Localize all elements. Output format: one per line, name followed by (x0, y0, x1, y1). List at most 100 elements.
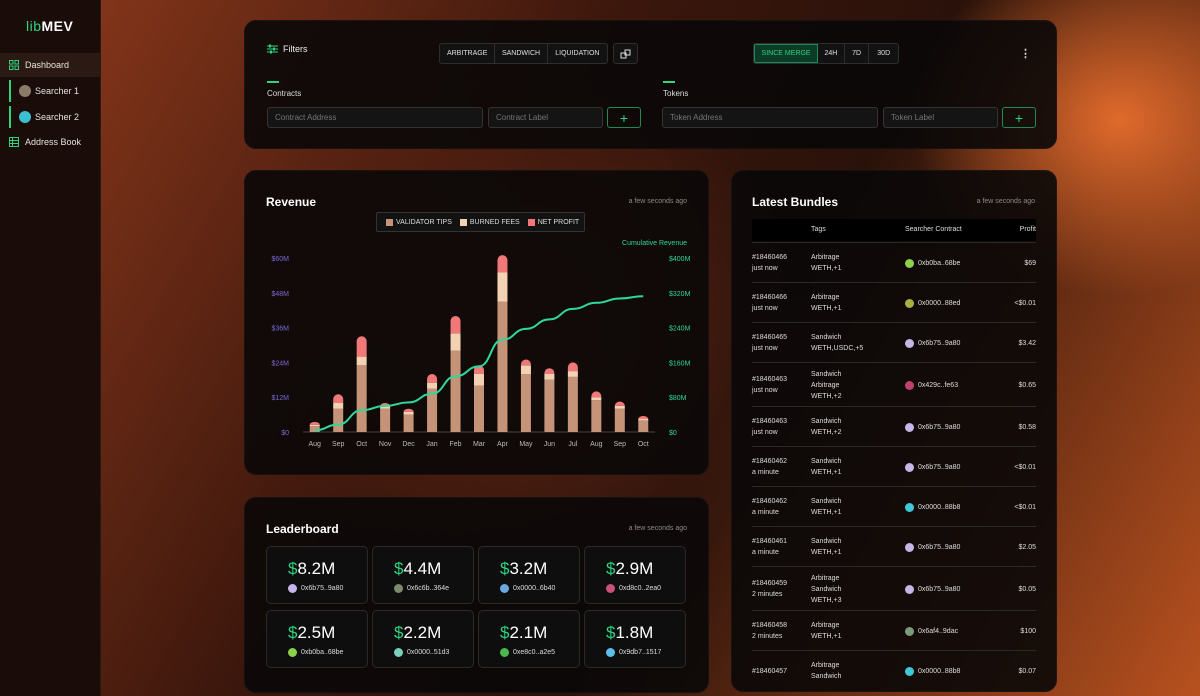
contract-label-input[interactable] (488, 107, 603, 128)
address-text: 0x0000..51d3 (407, 649, 450, 656)
leaderboard-card[interactable]: $2.5M 0xb0ba..68be (266, 610, 368, 668)
table-row[interactable]: #18460463 just now Sandwich Arbitrage WETH,+… (752, 362, 1036, 406)
leaderboard-card[interactable]: $2.1M 0xe8c0..a2e5 (478, 610, 580, 668)
leaderboard-card[interactable]: $4.4M 0x6c6b..364e (372, 546, 474, 604)
table-row[interactable]: #18460465 just now Sandwich WETH,USDC,+5 0x6… (752, 322, 1036, 362)
legend-burned-fees[interactable]: BURNED FEES (469, 218, 520, 226)
range-24h[interactable]: 24H (818, 44, 845, 63)
block-cell: #18460458 2 minutes (752, 620, 787, 642)
filter-sandwich[interactable]: SANDWICH (495, 44, 548, 63)
table-row[interactable]: #18460461 a minute Sandwich WETH,+1 0x6b75..… (752, 526, 1036, 566)
searcher-contract-cell[interactable]: 0x6b75..9a80 (905, 338, 960, 348)
leaderboard-card[interactable]: $8.2M 0x6b75..9a80 (266, 546, 368, 604)
table-row[interactable]: #18460466 just now Arbitrage WETH,+1 0xb0ba.… (752, 242, 1036, 282)
token-label-input[interactable] (883, 107, 998, 128)
add-token-button[interactable]: + (1002, 107, 1036, 128)
block-number[interactable]: #18460462 (752, 498, 788, 505)
block-number[interactable]: #18460457 (752, 667, 788, 675)
tags-cell: Sandwich WETH,+1 (811, 496, 842, 518)
tag: WETH,+1 (811, 633, 842, 640)
block-time: 2 minutes (752, 591, 783, 598)
contract-address: 0x429c..fe63 (918, 381, 959, 389)
table-row[interactable]: #18460463 just now Sandwich WETH,+2 0x6b75..… (752, 406, 1036, 446)
table-row[interactable]: #18460458 2 minutes Arbitrage WETH,+1 0x6af4… (752, 610, 1036, 650)
searcher-contract-cell[interactable]: 0x6b75..9a80 (905, 422, 960, 432)
leaderboard-address[interactable]: 0x0000..6b40 (500, 584, 555, 593)
tag: WETH,+1 (811, 549, 842, 556)
table-row[interactable]: #18460459 2 minutes Arbitrage Sandwich WETH,… (752, 566, 1036, 610)
swap-button[interactable] (613, 43, 638, 64)
bar-validator-tips (591, 400, 602, 432)
x-tick-label: May (519, 441, 533, 448)
legend-validator-tips[interactable]: VALIDATOR TIPS (396, 218, 452, 226)
leaderboard-address[interactable]: 0x6b75..9a80 (288, 584, 343, 593)
tags-cell: Arbitrage WETH,+1 (811, 252, 842, 274)
block-number[interactable]: #18460465 (752, 334, 788, 341)
sidebar-item-address-book[interactable]: Address Book (0, 130, 101, 154)
range-since-merge[interactable]: SINCE MERGE (754, 44, 819, 63)
token-address-input[interactable] (662, 107, 878, 128)
table-row[interactable]: #18460457 Arbitrage Sandwich 0x0000..88b8 $0… (752, 650, 1036, 690)
profit-cell: $0.65 (1018, 381, 1036, 389)
searcher-contract-cell[interactable]: 0x429c..fe63 (905, 380, 959, 390)
searcher-contract-cell[interactable]: 0x0000..88b8 (905, 666, 960, 676)
table-row[interactable]: #18460462 a minute Sandwich WETH,+1 0x0000..… (752, 486, 1036, 526)
leaderboard-card[interactable]: $2.2M 0x0000..51d3 (372, 610, 474, 668)
searcher-contract-cell[interactable]: 0x6b75..9a80 (905, 542, 960, 552)
searcher-contract-cell[interactable]: 0x6af4..9dac (905, 626, 958, 636)
bar-burned-fees (591, 397, 602, 401)
leaderboard-address[interactable]: 0xb0ba..68be (288, 648, 343, 657)
searcher-contract-cell[interactable]: 0xb0ba..68be (905, 258, 960, 268)
table-row[interactable]: #18460462 a minute Sandwich WETH,+1 0x6b75..… (752, 446, 1036, 486)
leaderboard-address[interactable]: 0x0000..51d3 (394, 648, 449, 657)
leaderboard-amount: $2.9M (606, 559, 653, 579)
x-tick-label: Oct (638, 441, 649, 448)
block-number[interactable]: #18460463 (752, 376, 788, 383)
block-cell: #18460461 a minute (752, 536, 787, 558)
range-7d[interactable]: 7D (845, 44, 870, 63)
searcher-contract-cell[interactable]: 0x6b75..9a80 (905, 584, 960, 594)
leaderboard-card[interactable]: $3.2M 0x0000..6b40 (478, 546, 580, 604)
range-30d[interactable]: 30D (877, 50, 891, 57)
more-options-icon[interactable]: ⋮ (1020, 48, 1031, 60)
searcher-contract-cell[interactable]: 0x0000..88b8 (905, 502, 960, 512)
leaderboard-title: Leaderboard (266, 522, 339, 536)
block-number[interactable]: #18460466 (752, 294, 788, 301)
filter-arbitrage[interactable]: ARBITRAGE (440, 44, 496, 63)
bar-validator-tips (520, 374, 531, 432)
block-number[interactable]: #18460459 (752, 580, 788, 587)
tag: Sandwich (811, 673, 842, 680)
leaderboard-address[interactable]: 0x6c6b..364e (394, 584, 449, 593)
avatar-icon (19, 85, 31, 97)
legend-swatch (527, 218, 535, 226)
searcher-contract-cell[interactable]: 0x0000..88ed (905, 298, 960, 308)
block-number[interactable]: #18460458 (752, 622, 788, 629)
leaderboard-address[interactable]: 0xd8c0..2ea0 (606, 584, 661, 593)
leaderboard-card[interactable]: $1.8M 0x9db7..1517 (584, 610, 686, 668)
block-number[interactable]: #18460466 (752, 254, 788, 261)
sidebar-item-searcher-2[interactable]: Searcher 2 (0, 105, 101, 129)
block-time: a minute (752, 469, 779, 476)
leaderboard-amount: $8.2M (288, 559, 335, 579)
tags-cell: Sandwich WETH,+2 (811, 416, 842, 438)
leaderboard-address[interactable]: 0xe8c0..a2e5 (500, 648, 555, 657)
add-contract-button[interactable]: + (607, 107, 641, 128)
legend-net-profit[interactable]: NET PROFIT (537, 218, 580, 226)
block-number[interactable]: #18460461 (752, 538, 788, 545)
filter-liquidation[interactable]: LIQUIDATION (555, 50, 600, 57)
leaderboard-card[interactable]: $2.9M 0xd8c0..2ea0 (584, 546, 686, 604)
leaderboard-address[interactable]: 0x9db7..1517 (606, 648, 661, 657)
block-number[interactable]: #18460463 (752, 418, 788, 425)
table-row[interactable]: #18460466 just now Arbitrage WETH,+1 0x0000.… (752, 282, 1036, 322)
sidebar-item-searcher-1[interactable]: Searcher 1 (0, 79, 101, 103)
currency-symbol: $ (606, 623, 616, 642)
sidebar-item-dashboard[interactable]: Dashboard (0, 53, 101, 77)
app-logo[interactable]: libMEV (26, 18, 74, 34)
amount-value: 3.2M (509, 559, 548, 578)
y-left-tick-label: $24M (271, 360, 289, 367)
bar-net-profit (544, 368, 555, 374)
block-number[interactable]: #18460462 (752, 458, 788, 465)
block-cell: #18460462 a minute (752, 456, 787, 478)
contract-address-input[interactable] (267, 107, 483, 128)
searcher-contract-cell[interactable]: 0x6b75..9a80 (905, 462, 960, 472)
